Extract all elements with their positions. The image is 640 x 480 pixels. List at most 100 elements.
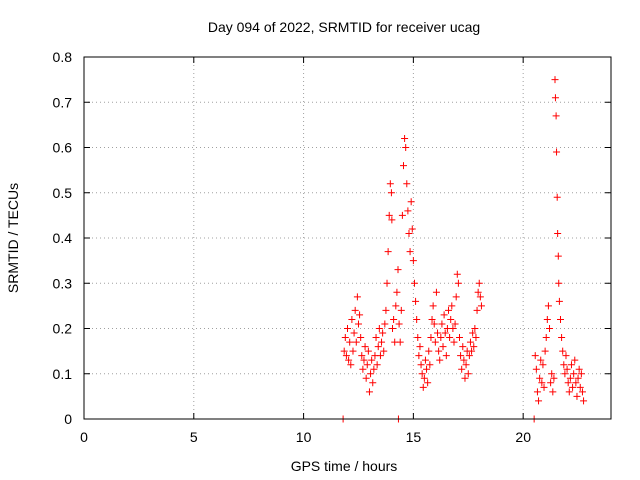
data-point bbox=[551, 94, 559, 102]
x-tick-label: 15 bbox=[406, 429, 422, 445]
data-point bbox=[542, 334, 550, 342]
data-point bbox=[460, 356, 468, 364]
data-point bbox=[380, 347, 388, 355]
data-point bbox=[569, 383, 577, 391]
data-point bbox=[578, 388, 586, 396]
data-point bbox=[547, 379, 555, 387]
data-point bbox=[352, 338, 360, 346]
data-point bbox=[556, 315, 564, 323]
data-point bbox=[550, 374, 558, 382]
data-point bbox=[392, 302, 400, 310]
data-point bbox=[419, 383, 427, 391]
data-point bbox=[340, 347, 348, 355]
data-point bbox=[575, 365, 583, 373]
data-point bbox=[430, 320, 438, 328]
data-point bbox=[473, 306, 481, 314]
data-point bbox=[449, 325, 457, 332]
data-point bbox=[354, 320, 362, 328]
data-point bbox=[428, 315, 436, 323]
data-point bbox=[576, 383, 584, 391]
data-point bbox=[564, 379, 572, 387]
data-point bbox=[389, 325, 397, 332]
y-tick-label: 0.8 bbox=[53, 49, 73, 65]
data-point bbox=[536, 374, 544, 382]
data-point bbox=[373, 361, 381, 369]
data-point bbox=[472, 334, 480, 342]
data-point bbox=[350, 329, 358, 337]
data-point bbox=[553, 193, 561, 201]
data-point bbox=[465, 352, 473, 360]
data-point bbox=[382, 306, 390, 314]
data-point bbox=[393, 288, 401, 296]
data-point bbox=[446, 334, 454, 342]
data-point bbox=[363, 361, 371, 369]
data-point bbox=[401, 134, 409, 142]
data-point bbox=[434, 329, 442, 337]
data-point bbox=[440, 311, 448, 319]
data-point bbox=[476, 293, 484, 301]
data-point bbox=[554, 229, 562, 237]
data-point bbox=[351, 306, 359, 314]
x-tick-labels: 0 5 10 15 20 bbox=[80, 429, 531, 445]
data-point bbox=[397, 306, 405, 314]
data-point bbox=[417, 361, 425, 369]
y-axis-label: SRMTID / TECUs bbox=[5, 183, 21, 293]
data-point bbox=[454, 279, 462, 287]
data-point bbox=[471, 325, 479, 332]
data-point bbox=[386, 180, 394, 188]
data-point bbox=[555, 297, 563, 305]
data-point bbox=[470, 343, 478, 351]
data-point bbox=[403, 180, 411, 188]
data-point bbox=[342, 352, 350, 360]
y-tick-label: 0.2 bbox=[53, 321, 73, 337]
data-point bbox=[541, 347, 549, 355]
data-point bbox=[555, 279, 563, 287]
data-point bbox=[418, 370, 426, 378]
data-point bbox=[548, 370, 556, 378]
data-point bbox=[370, 365, 378, 373]
data-point bbox=[554, 252, 562, 260]
data-point bbox=[580, 397, 588, 405]
x-tick-label: 5 bbox=[190, 429, 198, 445]
data-point bbox=[552, 112, 560, 120]
data-point bbox=[341, 334, 349, 342]
data-point bbox=[416, 343, 424, 351]
data-point bbox=[414, 334, 422, 342]
data-point bbox=[551, 76, 559, 84]
x-axis-label: GPS time / hours bbox=[291, 458, 398, 474]
data-point bbox=[349, 347, 357, 355]
data-point bbox=[445, 306, 453, 314]
data-point bbox=[353, 293, 361, 301]
data-point bbox=[543, 315, 551, 323]
data-point bbox=[438, 320, 446, 328]
data-point bbox=[538, 379, 546, 387]
data-point bbox=[458, 365, 466, 373]
data-point bbox=[535, 397, 543, 405]
data-point bbox=[402, 144, 410, 151]
data-point bbox=[453, 270, 461, 278]
data-point bbox=[404, 207, 412, 215]
y-tick-label: 0.7 bbox=[53, 94, 73, 110]
chart-title: Day 094 of 2022, SRMTID for receiver uca… bbox=[208, 19, 480, 35]
data-point bbox=[396, 338, 404, 346]
data-point bbox=[369, 379, 377, 387]
data-point bbox=[563, 365, 571, 373]
data-point bbox=[346, 338, 354, 346]
data-point bbox=[560, 361, 568, 369]
data-point bbox=[442, 352, 450, 360]
data-point bbox=[435, 347, 443, 355]
data-point bbox=[462, 361, 470, 369]
data-point bbox=[469, 329, 477, 337]
data-point bbox=[381, 320, 389, 328]
data-point bbox=[436, 356, 444, 364]
data-point bbox=[559, 347, 567, 355]
data-point bbox=[347, 361, 355, 369]
data-point bbox=[390, 315, 398, 323]
data-point bbox=[477, 302, 485, 310]
data-point bbox=[533, 388, 541, 396]
data-point bbox=[421, 356, 429, 364]
data-point bbox=[468, 347, 476, 355]
data-point bbox=[399, 162, 407, 170]
data-point bbox=[450, 338, 458, 346]
data-point bbox=[464, 370, 472, 378]
